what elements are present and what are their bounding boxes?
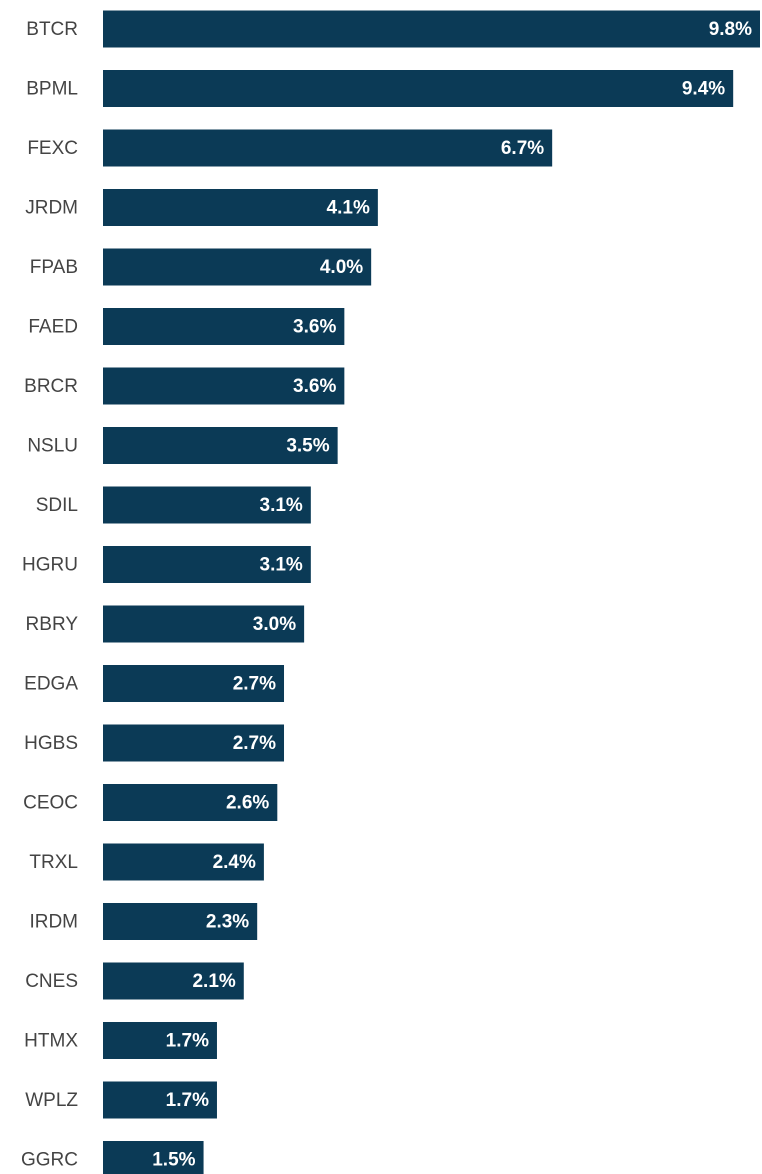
value-label: 1.5%	[152, 1150, 195, 1171]
bar	[103, 724, 285, 762]
category-label: HGRU	[22, 555, 78, 576]
value-label: 4.0%	[320, 257, 363, 278]
bar	[103, 546, 311, 583]
category-label: RBRY	[26, 614, 79, 635]
value-label: 3.1%	[260, 555, 303, 576]
bar	[103, 248, 372, 286]
value-label: 3.1%	[260, 495, 303, 516]
value-label: 2.7%	[233, 733, 276, 754]
category-label: BTCR	[26, 19, 78, 40]
category-label: SDIL	[36, 495, 78, 516]
bar	[103, 486, 311, 524]
bar	[103, 189, 378, 226]
value-label: 3.0%	[253, 614, 296, 635]
category-label: CNES	[25, 971, 78, 992]
bar	[103, 784, 278, 821]
category-label: HTMX	[24, 1031, 78, 1052]
bar	[103, 129, 553, 167]
value-label: 3.6%	[293, 376, 336, 397]
bar	[103, 10, 760, 48]
category-label: NSLU	[27, 436, 78, 457]
category-label: EDGA	[24, 674, 78, 695]
category-label: WPLZ	[25, 1090, 78, 1111]
bar	[103, 962, 244, 1000]
value-label: 2.7%	[233, 674, 276, 695]
value-label: 2.6%	[226, 793, 269, 814]
bar	[103, 1081, 217, 1119]
value-label: 1.7%	[166, 1090, 209, 1111]
category-label: FEXC	[27, 138, 78, 159]
category-label: CEOC	[23, 793, 78, 814]
bar	[103, 903, 258, 940]
value-label: 9.8%	[709, 19, 752, 40]
value-label: 2.3%	[206, 912, 249, 933]
value-label: 4.1%	[327, 198, 370, 219]
bar	[103, 70, 734, 107]
category-label: BPML	[26, 79, 78, 100]
category-label: FAED	[28, 317, 78, 338]
category-label: HGBS	[24, 733, 78, 754]
value-label: 3.6%	[293, 317, 336, 338]
bar	[103, 843, 264, 881]
category-label: FPAB	[30, 257, 78, 278]
value-label: 2.4%	[213, 852, 256, 873]
bar	[103, 367, 345, 405]
bar	[103, 605, 305, 643]
value-label: 3.5%	[286, 436, 329, 457]
category-label: GGRC	[21, 1150, 78, 1171]
category-label: IRDM	[29, 912, 78, 933]
category-label: BRCR	[24, 376, 78, 397]
bar	[103, 427, 338, 464]
value-label: 1.7%	[166, 1031, 209, 1052]
bar	[103, 665, 285, 702]
value-label: 2.1%	[192, 971, 235, 992]
bar	[103, 1141, 204, 1174]
bar	[103, 1022, 217, 1059]
category-label: TRXL	[29, 852, 78, 873]
value-label: 6.7%	[501, 138, 544, 159]
value-label: 9.4%	[682, 79, 725, 100]
category-label: JRDM	[25, 198, 78, 219]
bar	[103, 308, 345, 345]
